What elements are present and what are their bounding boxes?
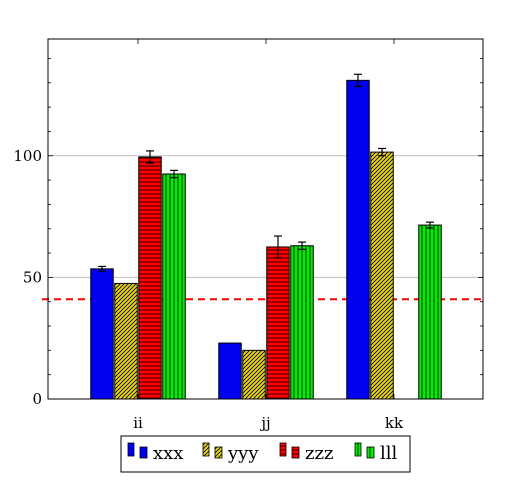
bar-yyy-kk (370, 151, 394, 400)
x-tick-label: kk (385, 414, 404, 432)
error-bar-lll-ii (170, 169, 178, 179)
y-tick-label: 100 (13, 147, 42, 165)
legend-swatch (366, 446, 375, 459)
legend-swatch (202, 442, 210, 457)
legend-entry-yyy: yyy (202, 442, 259, 464)
bar-yyy-ii (114, 282, 138, 400)
bar-zzz-jj (266, 246, 290, 400)
y-tick-label: 50 (23, 268, 42, 286)
legend-label: zzz (305, 443, 333, 464)
error-bar-zzz-ii (146, 150, 154, 164)
x-tick-label: ii (133, 414, 143, 432)
error-bar-lll-kk (426, 221, 434, 229)
plot-frame (47, 38, 484, 400)
legend-label: yyy (227, 443, 259, 464)
bar-xxx-kk (346, 79, 370, 400)
y-tick-label: 0 (32, 390, 42, 408)
legend-swatch (139, 446, 148, 459)
legend: xxx yyy zzz lll (120, 435, 411, 473)
axis-labels: 0 50 100 ii jj kk (13, 147, 404, 432)
error-bar-lll-jj (298, 241, 306, 251)
grid-lines (48, 155, 483, 278)
bar-xxx-jj (218, 342, 242, 400)
bars (90, 79, 442, 400)
error-bar-yyy-kk (378, 147, 386, 157)
bar-zzz-ii (138, 156, 162, 400)
legend-box (120, 435, 411, 473)
bar-lll-kk (418, 224, 442, 400)
legend-swatch (214, 446, 223, 459)
bar-yyy-jj (242, 349, 266, 400)
bar-lll-jj (290, 245, 314, 400)
legend-entry-lll: lll (354, 442, 398, 464)
error-bar-zzz-jj (274, 235, 282, 259)
legend-label: xxx (153, 443, 183, 464)
error-bar-xxx-ii (98, 265, 106, 272)
legend-label: lll (380, 443, 398, 464)
x-tick-label: jj (259, 414, 270, 432)
axis-ticks (48, 39, 483, 400)
error-bar-xxx-kk (354, 73, 362, 88)
legend-entry-xxx: xxx (127, 442, 183, 464)
bar-xxx-ii (90, 268, 114, 400)
legend-swatch (279, 442, 287, 457)
legend-swatch (291, 446, 300, 459)
legend-swatch (354, 442, 362, 457)
legend-entry-zzz: zzz (279, 442, 333, 464)
legend-swatch (127, 442, 135, 457)
bar-lll-ii (162, 173, 186, 400)
error-bars (98, 73, 434, 272)
